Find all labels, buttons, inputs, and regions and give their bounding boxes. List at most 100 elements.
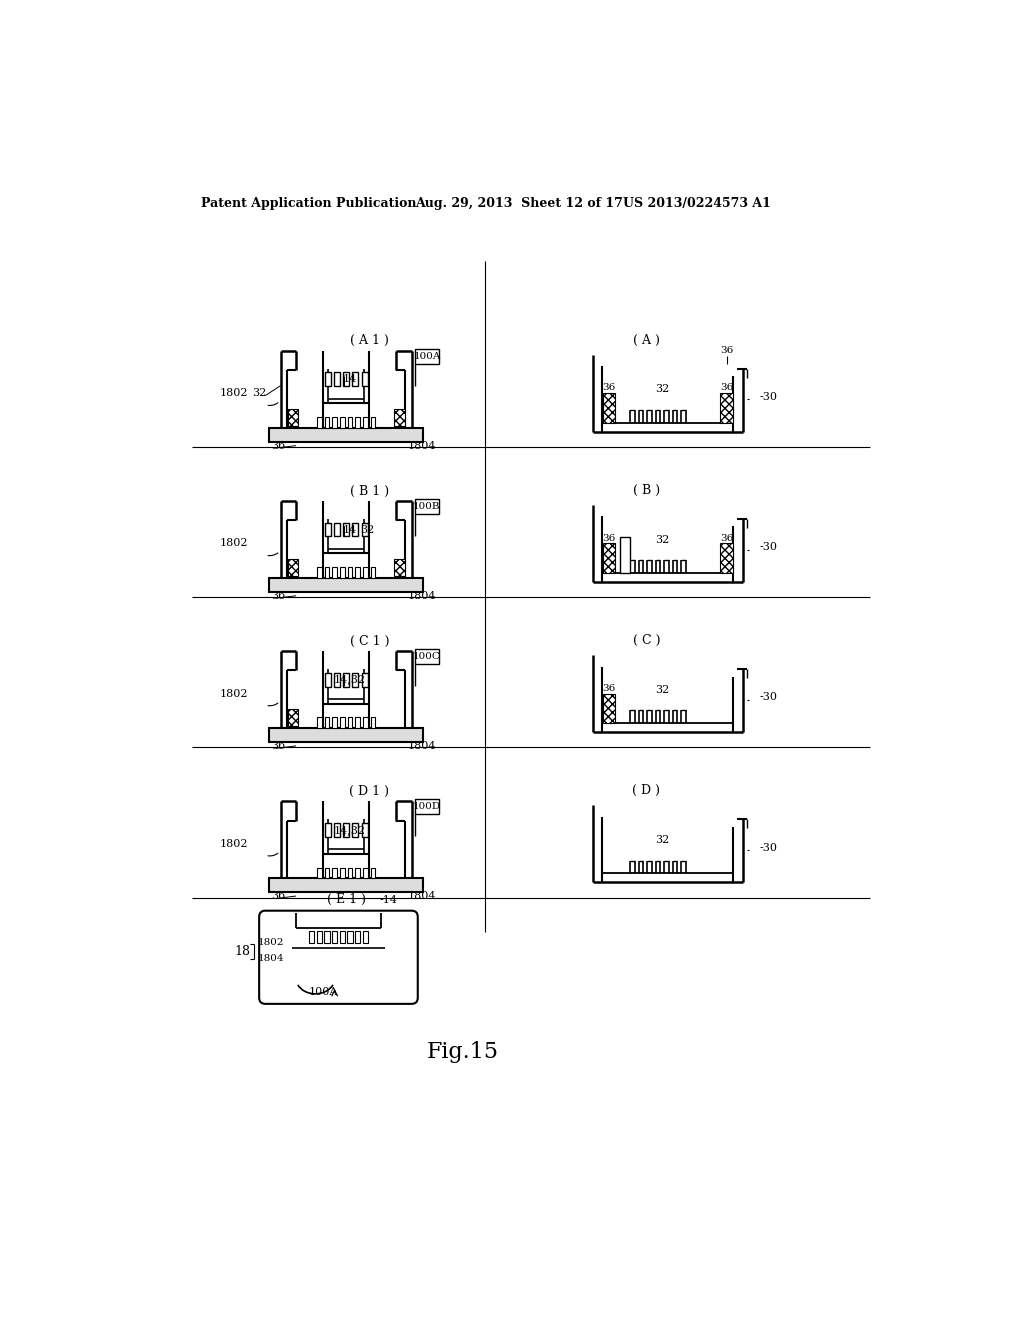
Bar	[340, 568, 345, 578]
Text: 1804: 1804	[408, 441, 436, 450]
Bar	[343, 822, 349, 837]
Bar	[340, 417, 345, 428]
Bar	[269, 578, 423, 591]
Bar	[371, 417, 376, 428]
Bar	[316, 931, 322, 942]
Bar	[355, 718, 360, 729]
Bar	[602, 544, 614, 573]
Bar	[343, 523, 349, 536]
Bar	[352, 372, 358, 387]
Text: 14: 14	[343, 375, 357, 384]
Bar	[333, 867, 337, 878]
Bar	[325, 867, 330, 878]
Bar	[348, 417, 352, 428]
Bar	[316, 867, 322, 878]
Bar	[316, 718, 322, 729]
Bar	[325, 931, 330, 942]
Bar	[269, 428, 423, 442]
Bar	[340, 718, 345, 729]
Bar	[371, 718, 376, 729]
Bar	[364, 718, 368, 729]
Text: 100B: 100B	[414, 502, 440, 511]
Text: Fig.15: Fig.15	[427, 1040, 500, 1063]
Bar	[364, 417, 368, 428]
Text: 14: 14	[343, 524, 357, 535]
Text: 1804: 1804	[408, 741, 436, 751]
Text: 14,32: 14,32	[334, 675, 366, 685]
Bar	[325, 372, 331, 387]
Bar	[371, 568, 376, 578]
Text: 32: 32	[654, 384, 669, 395]
Bar	[355, 867, 360, 878]
Text: 36: 36	[602, 684, 615, 693]
Text: 36: 36	[271, 741, 286, 751]
Bar	[332, 931, 337, 942]
Text: ( E 1 ): ( E 1 )	[327, 894, 366, 907]
Text: 36: 36	[602, 383, 615, 392]
Bar	[416, 649, 438, 664]
Text: 32: 32	[654, 535, 669, 545]
Bar	[325, 523, 331, 536]
Bar	[333, 718, 337, 729]
Bar	[348, 718, 352, 729]
Text: 32: 32	[654, 834, 669, 845]
Bar	[343, 372, 349, 387]
Bar	[288, 409, 298, 425]
Bar	[343, 673, 349, 686]
Text: 32: 32	[252, 388, 266, 399]
Text: Patent Application Publication: Patent Application Publication	[202, 197, 417, 210]
Text: 36: 36	[271, 891, 286, 902]
Bar	[334, 372, 340, 387]
FancyBboxPatch shape	[259, 911, 418, 1003]
Text: ( C 1 ): ( C 1 )	[349, 635, 389, 648]
Bar	[416, 348, 438, 364]
Bar	[269, 878, 423, 892]
Text: 1802: 1802	[220, 838, 249, 849]
Text: 36: 36	[602, 533, 615, 543]
Text: 100D: 100D	[413, 803, 441, 812]
Text: 32: 32	[360, 524, 375, 535]
Text: 1804: 1804	[258, 954, 284, 962]
Bar	[309, 931, 314, 942]
Bar	[416, 799, 438, 814]
Bar	[288, 558, 298, 576]
Text: ( C ): ( C )	[633, 634, 660, 647]
Bar	[364, 568, 368, 578]
Bar	[325, 568, 330, 578]
Bar	[325, 822, 331, 837]
Text: ( A ): ( A )	[633, 334, 659, 347]
Bar	[325, 673, 331, 686]
Bar	[394, 409, 404, 425]
Bar	[348, 568, 352, 578]
Text: 1804: 1804	[408, 591, 436, 601]
Bar	[362, 931, 368, 942]
Bar	[355, 417, 360, 428]
Text: 100C: 100C	[413, 652, 441, 661]
Text: ( D 1 ): ( D 1 )	[349, 785, 389, 797]
Text: Aug. 29, 2013  Sheet 12 of 17: Aug. 29, 2013 Sheet 12 of 17	[416, 197, 624, 210]
Text: -14: -14	[380, 895, 397, 906]
Bar	[316, 568, 322, 578]
Bar	[333, 417, 337, 428]
Text: ( B ): ( B )	[633, 483, 660, 496]
Bar	[334, 673, 340, 686]
Text: -30: -30	[760, 842, 777, 853]
Text: 100A: 100A	[414, 352, 440, 360]
Bar	[340, 931, 345, 942]
Bar	[602, 693, 614, 723]
Bar	[361, 673, 368, 686]
Text: 1802: 1802	[220, 388, 249, 399]
Bar	[352, 822, 358, 837]
Bar	[333, 568, 337, 578]
Bar	[602, 393, 614, 422]
Bar	[347, 931, 352, 942]
Bar	[361, 822, 368, 837]
Text: 36: 36	[720, 533, 733, 543]
Bar	[720, 393, 733, 422]
Text: 36: 36	[720, 383, 733, 392]
Text: ( D ): ( D )	[633, 784, 660, 797]
Bar	[340, 867, 345, 878]
Bar	[355, 568, 360, 578]
Bar	[288, 709, 298, 726]
Bar	[416, 499, 438, 515]
